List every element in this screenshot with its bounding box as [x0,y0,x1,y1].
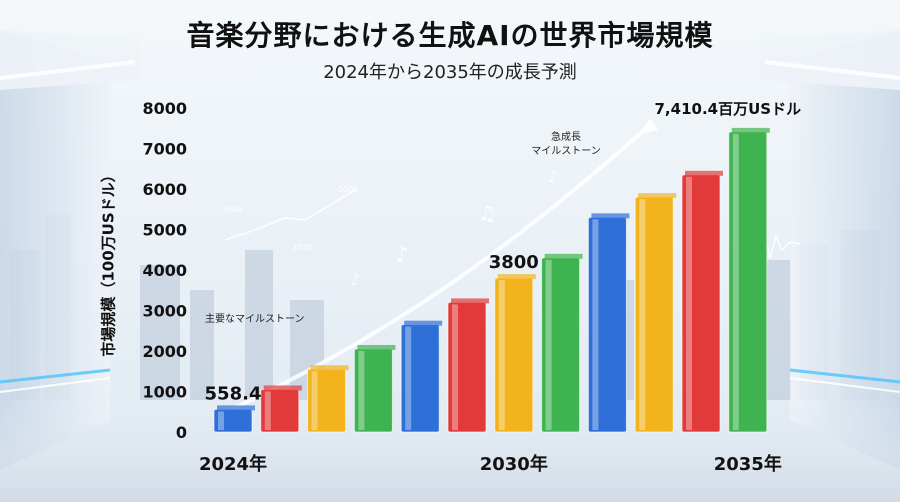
bar-top-face [591,213,630,219]
page-subtitle: 2024年から2035年の成長予測 [323,62,577,83]
y-tick-label: 2000 [142,342,187,361]
y-tick-label: 3000 [142,302,187,321]
rapid-growth-annotation-line2: マイルストーン [531,146,601,157]
bar-top-face [310,365,349,371]
bar-highlight [311,371,318,430]
data-label: 7,410.4百万USドル [655,100,802,118]
bar-highlight [405,326,412,430]
svg-text:♪: ♪ [350,270,360,289]
bars [213,127,770,433]
bar-highlight [686,176,692,430]
y-tick-label: 5000 [142,221,187,240]
x-tick-label: 2035年 [714,453,782,475]
deco-label-2000: 2000 [222,205,242,214]
bar-top-face [731,127,770,133]
y-tick-label: 6000 [142,180,187,199]
bar-highlight [264,391,271,430]
rapid-growth-annotation-line1: 急成長 [551,130,581,143]
y-tick-label: 1000 [142,383,187,402]
y-tick-label: 0 [176,423,187,442]
y-tick-label: 4000 [142,261,187,280]
bar-highlight [358,350,365,430]
y-axis-ticks: 0 1000 2000 3000 4000 5000 6000 7000 8000 [142,99,187,442]
bar-highlight [545,259,552,430]
x-axis-ticks: 2024年 2030年 2035年 [199,453,782,475]
bar-top-face [357,344,396,350]
bar-top-face [685,170,723,176]
bar-top-face [263,385,302,391]
deco-label-2030: 2030 [292,243,312,252]
bar-top-face [497,274,536,280]
bar-highlight [592,219,599,430]
bar-highlight [498,280,505,430]
bar-highlight [452,304,458,430]
x-tick-label: 2024年 [199,453,267,475]
svg-text:♪: ♪ [395,243,409,268]
bar-highlight [732,133,739,431]
bar-top-face [638,193,677,199]
data-label: 558.4 [205,383,262,404]
bar-top-face [404,320,443,326]
y-tick-label: 7000 [142,140,187,159]
deco-label-5000: 5000 [338,185,358,194]
major-milestone-annotation: 主要なマイルストーン [205,313,305,325]
page-title: 音楽分野における生成AIの世界市場規模 [186,19,714,52]
svg-text:♪: ♪ [548,167,558,186]
svg-text:♫: ♫ [478,201,496,225]
y-tick-label: 8000 [142,99,187,118]
x-tick-label: 2030年 [480,453,548,475]
bar-highlight [218,411,224,430]
data-label: 3800 [489,252,539,273]
bar-top-face [544,253,583,259]
bar-top-face [451,298,489,304]
bar-highlight [639,199,646,430]
data-labels: 558.4 3800 7,410.4百万USドル [205,100,802,405]
bar-top-face [217,405,255,411]
